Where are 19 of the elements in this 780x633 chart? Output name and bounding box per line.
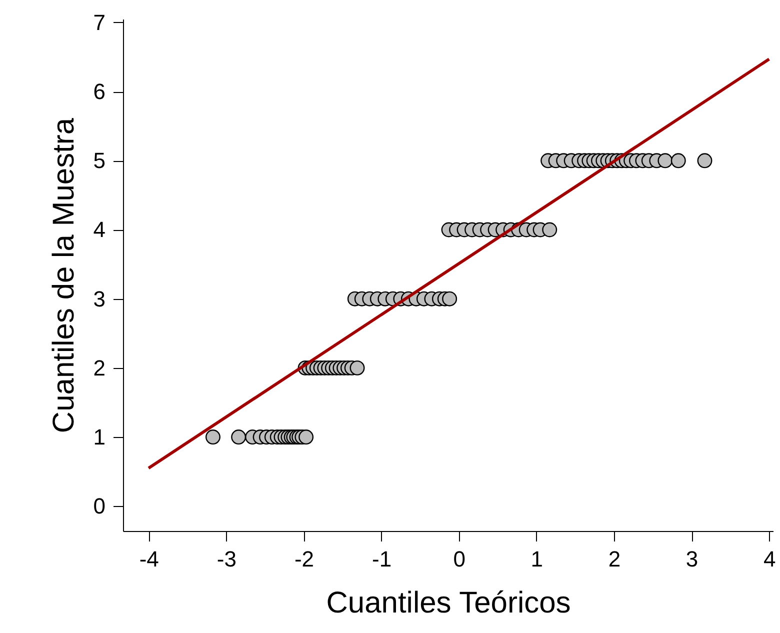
y-tick-label: 5 (93, 148, 106, 174)
x-tick-label: -4 (139, 546, 159, 572)
x-tick-label: 2 (608, 546, 621, 572)
y-tick-label: 2 (93, 355, 106, 380)
x-tick-label: -3 (216, 546, 236, 572)
y-tick-label: 0 (93, 494, 106, 519)
y-axis-title: Cuantiles de la Muestra (47, 118, 80, 434)
y-tick-label: 3 (93, 286, 106, 312)
x-axis-title: Cuantiles Teóricos (326, 586, 571, 620)
y-tick-label: 7 (93, 10, 106, 35)
x-tick-label: 3 (686, 546, 698, 572)
y-tick-label: 1 (93, 424, 106, 450)
x-tick-label: 0 (453, 546, 466, 572)
y-tick-label: 6 (93, 79, 106, 104)
x-tick-label: 1 (530, 546, 544, 572)
y-tick-label: 4 (93, 217, 106, 242)
x-tick-label: -1 (372, 546, 392, 572)
x-tick-label: 4 (763, 546, 776, 572)
x-tick-label: -2 (294, 546, 314, 572)
